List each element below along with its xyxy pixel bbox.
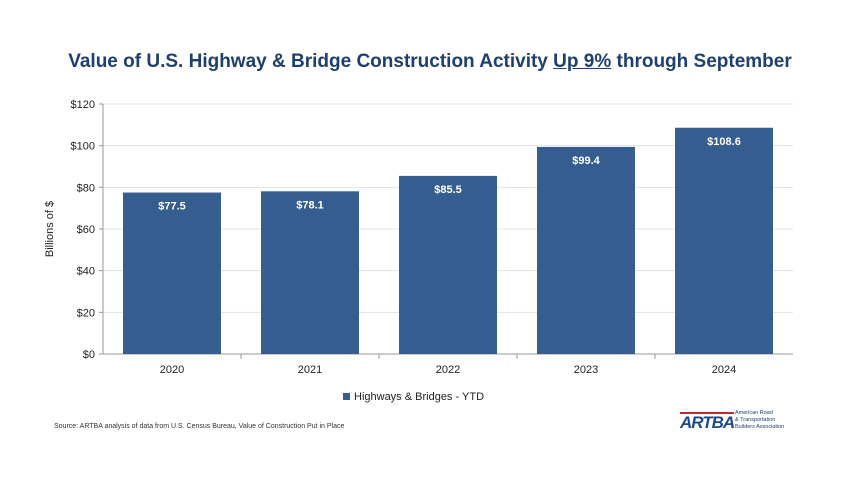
y-tick-label: $80 <box>77 182 95 194</box>
bar <box>675 127 773 354</box>
data-label: $108.6 <box>707 136 741 148</box>
y-tick-label: $100 <box>71 141 95 153</box>
y-axis-label: Billions of $ <box>44 201 56 257</box>
data-label: $85.5 <box>434 184 462 196</box>
x-tick-label: 2021 <box>298 364 322 376</box>
x-tick-label: 2022 <box>436 364 460 376</box>
y-tick-label: $20 <box>77 307 95 319</box>
y-tick-label: $0 <box>83 349 95 361</box>
y-tick-label: $60 <box>77 224 95 236</box>
x-tick-label: 2024 <box>712 364 736 376</box>
x-tick-label: 2023 <box>574 364 598 376</box>
bar <box>261 191 359 354</box>
bar <box>123 192 221 354</box>
artba-logo: ARTBA American Road & Transportation Build… <box>680 410 785 432</box>
x-tick-label: 2020 <box>160 364 184 376</box>
data-label: $77.5 <box>158 201 186 213</box>
data-label: $99.4 <box>572 155 600 167</box>
y-tick-label: $40 <box>77 266 95 278</box>
bar <box>399 175 497 354</box>
source-note: Source: ARTBA analysis of data from U.S.… <box>54 423 345 430</box>
legend-swatch <box>343 393 350 400</box>
y-tick-label: $120 <box>71 99 95 111</box>
data-label: $78.1 <box>296 199 324 211</box>
bar <box>537 146 635 354</box>
legend-label: Highways & Bridges - YTD <box>354 391 484 403</box>
chart-title: Value of U.S. Highway & Bridge Construct… <box>68 51 792 72</box>
